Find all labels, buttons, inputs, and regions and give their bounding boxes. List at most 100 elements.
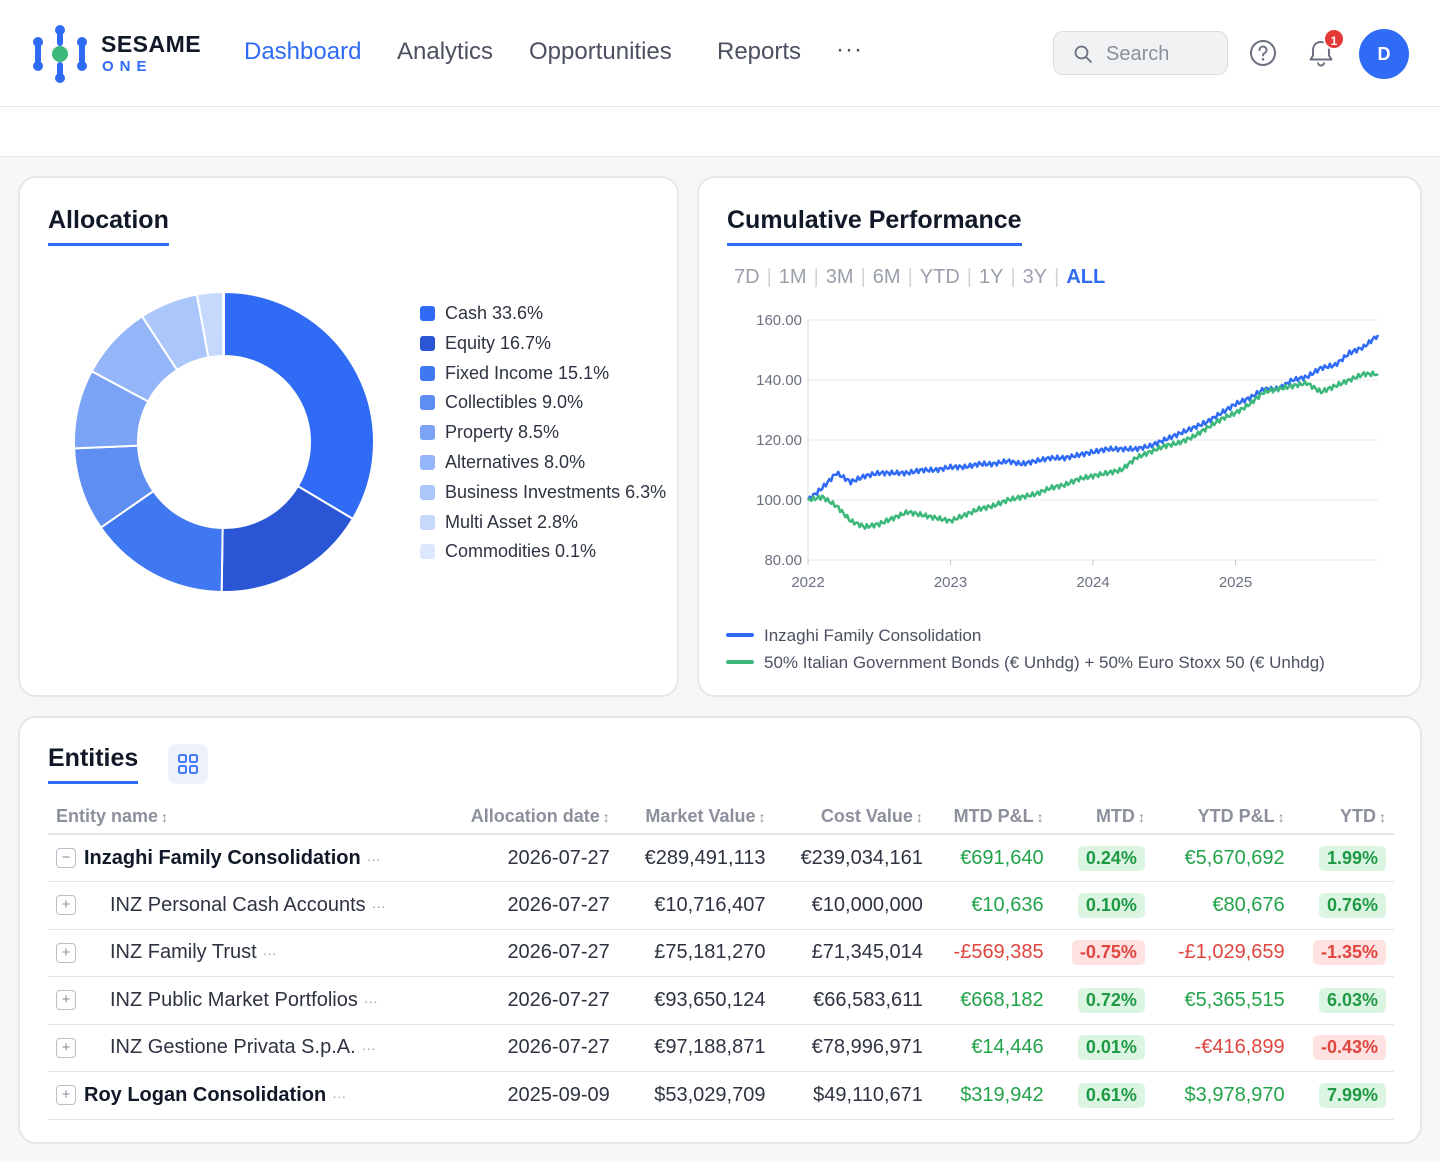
expand-row-button[interactable]: + <box>56 990 76 1011</box>
table-row[interactable]: − Inzaghi Family Consolidation ··· 2026-07-… <box>48 834 1394 882</box>
y-tick-label: 160.00 <box>756 312 802 329</box>
entity-name[interactable]: INZ Personal Cash Accounts <box>110 893 366 916</box>
cell-cost-value: £71,345,014 <box>773 929 931 977</box>
row-more-menu-icon[interactable]: ··· <box>332 1087 347 1104</box>
row-more-menu-icon[interactable]: ··· <box>262 945 277 962</box>
search-box[interactable]: Search <box>1053 31 1228 75</box>
cell-mtd: 0.61% <box>1051 1071 1153 1120</box>
cell-allocation-date: 2025-09-09 <box>441 1071 618 1120</box>
donut-slice-commodities[interactable] <box>222 290 225 358</box>
range-7d[interactable]: 7D <box>734 266 760 288</box>
allocation-card: Allocation Cash 33.6% Equity 16.7% Fixed I… <box>18 176 679 697</box>
column-header-entity-name[interactable]: Entity name ↕ <box>48 800 442 835</box>
expand-row-button[interactable]: + <box>56 895 76 916</box>
grid-view-button[interactable] <box>168 744 208 784</box>
allocation-title: Allocation <box>48 206 169 246</box>
sort-icon[interactable]: ↕ <box>1379 809 1386 825</box>
cell-ytd-pl: -€416,899 <box>1152 1024 1293 1072</box>
sort-icon[interactable]: ↕ <box>1137 809 1145 825</box>
nav-analytics[interactable]: Analytics <box>397 38 494 65</box>
cell-ytd-pl: -£1,029,659 <box>1152 929 1293 977</box>
column-header-allocation-date[interactable]: Allocation date ↕ <box>441 800 618 835</box>
performance-card: Cumulative Performance <box>697 176 1422 697</box>
legend-swatch <box>420 484 435 500</box>
sub-toolbar <box>0 107 1440 157</box>
legend-swatch <box>420 365 435 381</box>
cell-mtd-pl: €691,640 <box>930 834 1052 882</box>
cell-market-value: £75,181,270 <box>617 929 774 977</box>
entity-name[interactable]: INZ Family Trust <box>110 941 257 964</box>
cell-ytd: 6.03% <box>1292 976 1394 1025</box>
cell-mtd: 0.72% <box>1051 976 1153 1025</box>
mtd-percent-badge: 0.10% <box>1077 892 1145 918</box>
sort-icon[interactable]: ↕ <box>915 809 923 825</box>
column-header-cost-value[interactable]: Cost Value ↕ <box>773 800 931 835</box>
column-header-mtd-p-l[interactable]: MTD P&L ↕ <box>930 800 1052 835</box>
sort-icon[interactable]: ↕ <box>1277 809 1285 825</box>
user-avatar[interactable]: D <box>1359 29 1409 79</box>
cell-mtd-pl: €14,446 <box>930 1024 1052 1072</box>
nav-reports[interactable]: Reports <box>717 38 802 65</box>
range-1y[interactable]: 1Y <box>978 266 1004 288</box>
range-separator: | <box>766 266 772 288</box>
nav-more-button[interactable]: ··· <box>836 36 863 63</box>
cell-entity-name: − Inzaghi Family Consolidation ··· <box>48 834 442 882</box>
range-3m[interactable]: 3M <box>825 266 854 288</box>
expand-row-button[interactable]: + <box>56 1037 76 1058</box>
row-more-menu-icon[interactable]: ··· <box>366 850 381 867</box>
sort-icon[interactable]: ↕ <box>758 809 766 825</box>
table-row[interactable]: + INZ Public Market Portfolios ··· 2026-07-… <box>48 976 1394 1025</box>
sort-icon[interactable]: ↕ <box>602 809 610 825</box>
cell-cost-value: €78,996,971 <box>773 1024 931 1072</box>
cell-entity-name: + INZ Family Trust ··· <box>48 929 442 977</box>
legend-item-collectibles: Collectibles 9.0% <box>420 391 583 413</box>
cell-cost-value: €10,000,000 <box>773 881 931 930</box>
help-icon[interactable] <box>1249 39 1277 67</box>
legend-item-cash: Cash 33.6% <box>420 302 543 324</box>
range-3y[interactable]: 3Y <box>1022 266 1048 288</box>
sort-icon[interactable]: ↕ <box>161 809 169 825</box>
legend-item-alternatives: Alternatives 8.0% <box>420 451 585 473</box>
table-row[interactable]: + INZ Personal Cash Accounts ··· 2026-07-27… <box>48 881 1394 930</box>
column-header-market-value[interactable]: Market Value ↕ <box>617 800 774 835</box>
collapse-row-button[interactable]: − <box>56 848 76 869</box>
legend-item-fixed-income: Fixed Income 15.1% <box>420 362 609 384</box>
sesame-logo-icon[interactable] <box>30 24 90 84</box>
range-1m[interactable]: 1M <box>778 266 807 288</box>
cell-ytd: -1.35% <box>1292 929 1394 977</box>
range-ytd[interactable]: YTD <box>919 266 960 288</box>
entity-name[interactable]: INZ Public Market Portfolios <box>110 988 358 1011</box>
legend-item-commodities: Commodities 0.1% <box>420 540 596 562</box>
donut-slice-cash[interactable] <box>223 290 375 521</box>
cell-entity-name: + INZ Personal Cash Accounts ··· <box>48 881 442 930</box>
entity-name[interactable]: Roy Logan Consolidation <box>84 1083 327 1106</box>
time-range-selector: 7D | 1M | 3M | 6M | YTD | 1Y | 3Y | ALL <box>734 266 1105 289</box>
legend-label: Property 8.5% <box>445 422 560 443</box>
entity-name[interactable]: INZ Gestione Privata S.p.A. <box>110 1036 356 1059</box>
nav-opportunities[interactable]: Opportunities <box>529 38 672 65</box>
cell-allocation-date: 2026-07-27 <box>441 1024 618 1072</box>
range-all[interactable]: ALL <box>1066 266 1106 288</box>
cell-market-value: €93,650,124 <box>617 976 774 1025</box>
table-row[interactable]: + Roy Logan Consolidation ··· 2025-09-09 $53… <box>48 1071 1394 1120</box>
column-header-ytd-p-l[interactable]: YTD P&L ↕ <box>1152 800 1293 835</box>
range-separator: | <box>966 266 972 288</box>
range-6m[interactable]: 6M <box>872 266 901 288</box>
entity-name[interactable]: Inzaghi Family Consolidation <box>84 846 361 869</box>
x-tick-label: 2025 <box>1219 574 1252 591</box>
nav-dashboard[interactable]: Dashboard <box>244 38 362 65</box>
row-more-menu-icon[interactable]: ··· <box>363 992 378 1009</box>
row-more-menu-icon[interactable]: ··· <box>371 897 386 914</box>
expand-row-button[interactable]: + <box>56 1085 76 1106</box>
row-more-menu-icon[interactable]: ··· <box>361 1040 376 1057</box>
column-header-ytd[interactable]: YTD ↕ <box>1292 800 1394 835</box>
column-header-mtd[interactable]: MTD ↕ <box>1051 800 1153 835</box>
column-header-label: Allocation date <box>470 806 600 826</box>
legend-item-portfolio: Inzaghi Family Consolidation <box>726 626 981 646</box>
table-row[interactable]: + INZ Family Trust ··· 2026-07-27 £75,181,27… <box>48 929 1394 977</box>
cell-market-value: €10,716,407 <box>617 881 774 930</box>
sort-icon[interactable]: ↕ <box>1036 809 1044 825</box>
table-row[interactable]: + INZ Gestione Privata S.p.A. ··· 2026-07-2… <box>48 1024 1394 1072</box>
table-body: − Inzaghi Family Consolidation ··· 2026-07-… <box>48 834 1394 1120</box>
expand-row-button[interactable]: + <box>56 942 76 963</box>
